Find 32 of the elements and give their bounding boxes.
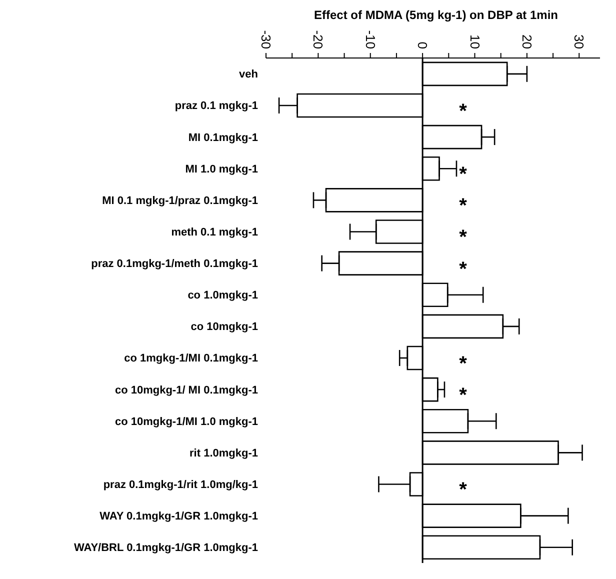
data-label: * bbox=[459, 100, 468, 122]
y-tick-label: meth 0.1 mgkg-1 bbox=[171, 226, 258, 238]
data-label: * bbox=[459, 226, 468, 249]
x-tick-label: 30 bbox=[572, 34, 587, 49]
data-label: * bbox=[459, 258, 468, 280]
x-tick-label: -30 bbox=[258, 30, 274, 49]
chart-title: Effect of MDMA (5mg kg-1) on DBP at 1min bbox=[312, 8, 559, 22]
y-tick-label: praz 0.1mgkg-1/meth 0.1mgkg-1 bbox=[91, 258, 258, 270]
data-label: * bbox=[459, 384, 468, 407]
y-tick-label: praz 0.1 mgkg-1 bbox=[174, 100, 258, 112]
y-tick-label: MI 0.1mgkg-1 bbox=[188, 132, 258, 144]
y-tick-label: co 10mgkg-1 bbox=[190, 321, 258, 334]
y-tick-label: veh bbox=[239, 68, 258, 81]
y-tick-label: praz 0.1mgkg-1/rit 1.0mg/kg-1 bbox=[103, 479, 258, 491]
data-label: * bbox=[459, 479, 468, 502]
y-tick-label: co 10mgkg-1/ MI 0.1mgkg-1 bbox=[114, 384, 258, 396]
y-tick-label: WAY 0.1mgkg-1/GR 1.0mgkg-1 bbox=[100, 510, 258, 523]
y-tick-label: co 1mgkg-1/MI 0.1mgkg-1 bbox=[124, 352, 258, 365]
y-tick-label: MI 1.0 mgkg-1 bbox=[185, 163, 258, 176]
data-label: * bbox=[459, 195, 468, 218]
x-tick-label: 20 bbox=[519, 34, 534, 49]
y-tick-label: WAY/BRL 0.1mgkg-1/GR 1.0mgkg-1 bbox=[74, 542, 258, 554]
y-tick-label: co 1.0mgkg-1 bbox=[188, 290, 258, 302]
y-tick-label: co 10mgkg-1/MI 1.0 mgkg-1 bbox=[114, 416, 258, 428]
data-label: * bbox=[459, 352, 468, 375]
x-tick-label: 10 bbox=[467, 34, 482, 49]
x-tick-label: -10 bbox=[362, 30, 378, 49]
y-tick-label: rit 1.0mgkg-1 bbox=[190, 447, 258, 460]
x-tick-label: -20 bbox=[310, 30, 326, 49]
y-tick-label: MI 0.1 mgkg-1/praz 0.1mgkg-1 bbox=[102, 194, 258, 207]
data-label: * bbox=[459, 164, 468, 186]
x-tick-label: 0 bbox=[415, 42, 430, 49]
